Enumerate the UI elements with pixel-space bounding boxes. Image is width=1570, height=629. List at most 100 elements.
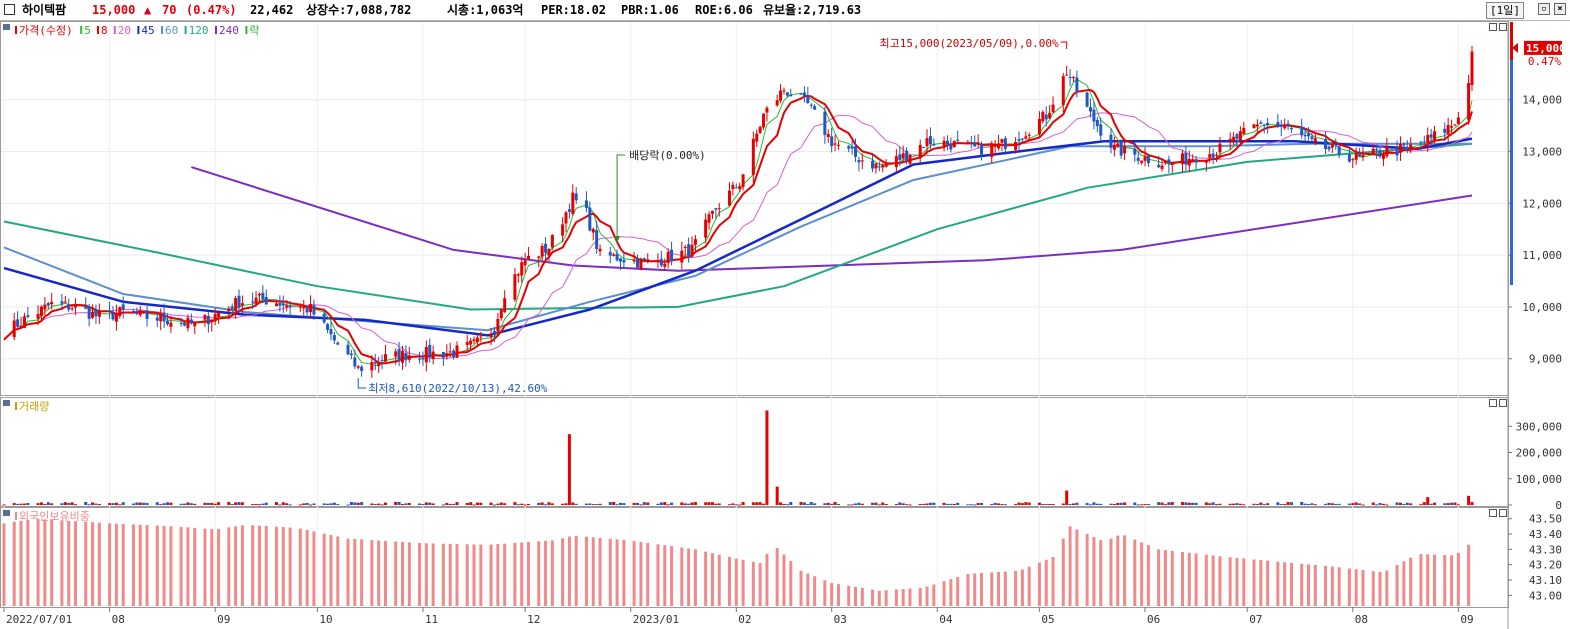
volume-bar xyxy=(312,503,316,505)
annotations: 최고15,000(2023/05/09),0.00% 최저8,610(2022/1… xyxy=(357,37,1068,395)
candle-body xyxy=(159,314,163,322)
foreign-ratio-bar xyxy=(1443,555,1447,606)
volume-bar xyxy=(63,502,67,505)
candle-body xyxy=(1143,156,1147,161)
volume-tick-label: 0 xyxy=(1555,499,1562,512)
candle-body xyxy=(1242,127,1246,135)
panel-close-button[interactable] xyxy=(1499,509,1507,517)
candle-body xyxy=(1167,159,1171,164)
volume-bar xyxy=(349,502,353,505)
volume-bar xyxy=(322,503,326,505)
candle-body xyxy=(445,353,449,357)
volume-bar xyxy=(70,502,74,505)
foreign-ratio-bar xyxy=(1204,554,1208,606)
volume-bar xyxy=(91,502,95,505)
candle-body xyxy=(1330,144,1334,148)
volume-bar xyxy=(516,504,520,506)
volume-bar xyxy=(234,502,238,505)
volume-bar xyxy=(690,502,694,505)
foreign-ratio-bar xyxy=(455,544,459,606)
foreign-ratio-bar xyxy=(1123,535,1127,606)
candle-body xyxy=(670,249,674,262)
foreign-ratio-bar xyxy=(758,563,762,606)
volume-bar xyxy=(503,503,507,505)
volume-bar xyxy=(656,503,660,505)
panel-menu-icon[interactable] xyxy=(3,510,10,516)
candle-body xyxy=(326,324,330,330)
close-button[interactable]: × xyxy=(1554,3,1566,15)
candle-body xyxy=(16,319,20,327)
candle-body xyxy=(1109,134,1113,148)
volume-bar xyxy=(1089,504,1093,506)
volume-bar xyxy=(251,504,255,506)
volume-bar xyxy=(561,503,565,505)
foreign-ratio-bar xyxy=(1361,570,1365,606)
panel-minimize-button[interactable] xyxy=(1489,399,1497,407)
period-selector[interactable]: [1일] xyxy=(1486,2,1524,19)
candle-body xyxy=(516,274,520,276)
foreign-ratio-bar xyxy=(210,529,214,606)
panel-minimize-button[interactable] xyxy=(1489,23,1497,31)
listed-shares: 상장수:7,088,782 xyxy=(306,3,412,17)
foreign-ratio-bar xyxy=(1313,564,1317,606)
candle-body xyxy=(1433,131,1437,140)
candle-body xyxy=(1068,76,1072,79)
candle-body xyxy=(615,253,619,261)
candle-body xyxy=(74,304,78,308)
foreign-ratio-bar xyxy=(360,539,364,606)
volume-bar xyxy=(976,503,980,505)
volume-legend-label: 거래량 xyxy=(19,400,49,413)
candle-body xyxy=(50,301,54,305)
price-tick-label: 12,000 xyxy=(1522,197,1562,210)
volume-bar xyxy=(922,503,926,505)
candle-body xyxy=(1351,159,1355,161)
foreign-ratio-bar xyxy=(145,525,149,606)
volume-bar xyxy=(1409,503,1413,505)
foreign-ratio-bar xyxy=(775,548,779,606)
volume-bar xyxy=(50,503,54,505)
candle-body xyxy=(1215,155,1219,157)
candle-body xyxy=(1361,154,1365,157)
volume-bar xyxy=(932,502,936,505)
price-tick-label: 9,000 xyxy=(1529,353,1562,366)
volume-bar xyxy=(36,503,40,505)
volume-bar xyxy=(431,503,435,505)
foreign-tick-label: 43.30 xyxy=(1529,543,1562,556)
x-tick-label: 11 xyxy=(425,613,438,626)
candle-body xyxy=(46,303,50,306)
volume-bar xyxy=(155,502,159,505)
volume-bar xyxy=(1051,503,1055,505)
foreign-ratio-bar xyxy=(1099,540,1103,606)
select-checkbox[interactable] xyxy=(4,4,15,15)
candle-body xyxy=(254,297,258,304)
foreign-ratio-bar xyxy=(1116,535,1120,606)
volume-bar xyxy=(84,502,88,505)
panel-menu-icon[interactable] xyxy=(3,400,10,406)
candle-body xyxy=(469,340,473,345)
foreign-ratio-bar xyxy=(1259,560,1263,606)
panel-close-button[interactable] xyxy=(1499,23,1507,31)
stock-name[interactable]: 하이텍팜 xyxy=(22,3,67,17)
candle-body xyxy=(114,313,118,322)
candle-body xyxy=(1075,77,1079,92)
foreign-ratio-bar xyxy=(598,537,602,606)
candle-body xyxy=(1259,122,1263,124)
candle-body xyxy=(1041,111,1045,122)
panel-close-button[interactable] xyxy=(1499,399,1507,407)
foreign-ratio-bar xyxy=(717,554,721,606)
volume-bar xyxy=(1354,502,1358,505)
panel-minimize-button[interactable] xyxy=(1489,509,1497,517)
volume-bar xyxy=(383,502,387,505)
volume-bar xyxy=(734,504,738,506)
candle-body xyxy=(298,306,302,308)
volume-bar xyxy=(1119,502,1123,505)
volume-bar xyxy=(60,503,64,505)
volume-bar xyxy=(1180,502,1184,505)
foreign-ratio-bar xyxy=(424,543,428,606)
volume-bar xyxy=(945,503,949,505)
volume-bar xyxy=(1330,503,1334,505)
volume-bar xyxy=(949,503,953,505)
panel-menu-icon[interactable] xyxy=(3,24,10,30)
maximize-button[interactable]: ▫ xyxy=(1538,3,1550,15)
candle-body xyxy=(1003,138,1007,149)
